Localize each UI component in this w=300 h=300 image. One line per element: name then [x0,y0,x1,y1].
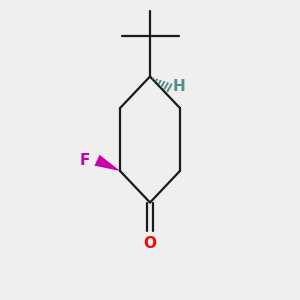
Text: F: F [79,153,89,168]
Polygon shape [94,155,120,171]
Text: O: O [143,236,157,251]
Text: H: H [173,79,186,94]
